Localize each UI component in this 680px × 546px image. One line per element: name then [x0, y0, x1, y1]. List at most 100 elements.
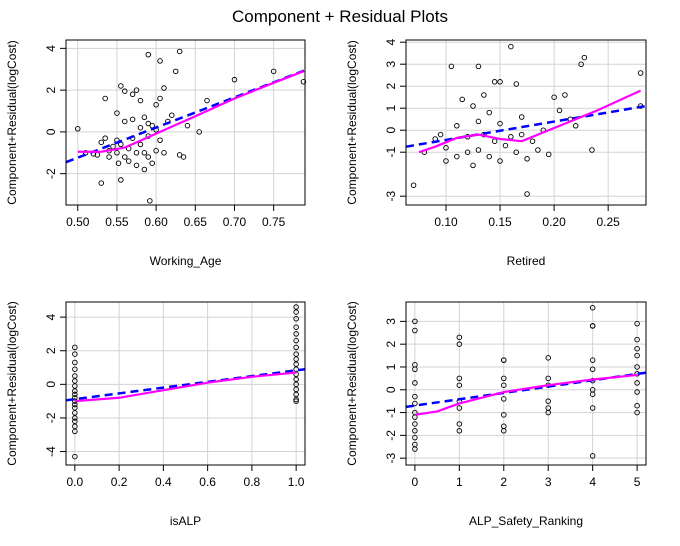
data-point — [293, 324, 299, 330]
data-point — [456, 405, 463, 411]
data-point — [129, 91, 136, 98]
data-point — [589, 405, 596, 411]
data-point — [518, 114, 525, 120]
data-point — [578, 61, 584, 67]
data-point — [110, 143, 116, 150]
data-point — [437, 131, 444, 138]
data-point — [589, 453, 596, 459]
data-point — [106, 154, 112, 160]
data-point — [456, 375, 463, 382]
data-point — [141, 114, 148, 121]
y-axis-label: Component+Residual(logCost) — [345, 301, 359, 465]
data-point — [470, 162, 476, 169]
y-tick-label: 4 — [384, 39, 398, 46]
data-point — [501, 357, 507, 363]
x-tick-label: 1 — [456, 475, 463, 489]
data-point — [475, 147, 482, 153]
data-point — [456, 341, 463, 347]
data-point — [72, 359, 78, 366]
data-point — [508, 43, 514, 50]
data-point — [176, 48, 183, 55]
data-point — [456, 334, 463, 341]
x-tick-label: 1.0 — [288, 475, 305, 489]
linear-fit-line — [65, 367, 306, 402]
data-point — [133, 150, 140, 156]
data-point — [513, 149, 520, 155]
data-point — [157, 137, 163, 144]
y-tick-label: 2 — [44, 86, 58, 93]
y-tick-label: 0 — [44, 128, 58, 135]
data-point — [486, 153, 492, 160]
data-point — [412, 434, 418, 441]
data-point — [293, 337, 299, 344]
data-point — [456, 421, 463, 427]
x-tick-label: 0.60 — [144, 215, 168, 229]
y-tick-label: 4 — [44, 45, 58, 52]
x-tick-label: 0.70 — [223, 215, 247, 229]
data-point — [412, 446, 418, 452]
y-tick-label: -2 — [44, 168, 58, 179]
y-tick-label: -4 — [44, 446, 58, 457]
figure-title: Component + Residual Plots — [232, 7, 448, 26]
x-tick-label: 4 — [589, 475, 596, 489]
x-tick-label: 0.10 — [434, 215, 458, 229]
x-axis-label: Working_Age — [150, 254, 222, 268]
data-point — [293, 331, 299, 337]
data-point — [501, 428, 507, 434]
data-point — [412, 380, 418, 386]
x-axis-label: Retired — [507, 254, 546, 268]
data-point — [72, 428, 78, 435]
data-point — [204, 97, 210, 104]
data-point — [475, 118, 482, 125]
data-point — [122, 88, 128, 94]
data-point — [545, 409, 551, 416]
data-point — [529, 138, 536, 144]
data-point — [184, 122, 191, 129]
data-point — [459, 96, 465, 103]
data-point — [147, 198, 153, 204]
data-point — [412, 366, 418, 373]
y-tick-label: 2 — [44, 347, 58, 354]
data-point — [122, 154, 128, 160]
data-point — [456, 428, 463, 434]
data-point — [456, 382, 463, 388]
x-tick-label: 0.0 — [67, 475, 84, 489]
data-point — [72, 366, 78, 372]
data-point — [475, 63, 482, 70]
data-point — [634, 364, 640, 370]
x-tick-label: 0 — [412, 475, 419, 489]
data-point — [137, 124, 144, 131]
data-point — [102, 95, 108, 102]
y-axis-label: Component+Residual(logCost) — [345, 40, 359, 204]
data-point — [137, 141, 144, 148]
data-point — [118, 177, 124, 183]
data-point — [634, 345, 640, 352]
data-point — [145, 154, 152, 160]
data-point — [513, 81, 520, 87]
data-point — [501, 412, 507, 418]
data-point — [161, 85, 167, 91]
smooth-fit-line — [418, 89, 642, 154]
data-point — [589, 366, 596, 373]
data-point — [196, 129, 202, 135]
data-point — [141, 166, 148, 173]
x-tick-label: 0.65 — [184, 215, 208, 229]
smooth-fit-line — [74, 371, 297, 403]
plot-frame — [405, 39, 647, 206]
panels: 0.50 0.55 0.60 0.65 0.70 0.75-2024Working_Age… — [5, 39, 647, 528]
data-point — [634, 380, 640, 386]
data-point — [157, 95, 163, 102]
data-point — [501, 375, 507, 382]
y-tick-label: 1 — [384, 363, 398, 370]
y-tick-label: -2 — [44, 412, 58, 423]
data-point — [129, 116, 136, 123]
x-tick-label: 0.50 — [66, 215, 90, 229]
data-point — [75, 126, 81, 132]
plot-frame — [65, 301, 306, 466]
data-point — [443, 158, 449, 164]
data-point — [300, 79, 307, 85]
y-tick-label: 0 — [384, 127, 398, 134]
data-point — [122, 118, 128, 125]
data-point — [491, 138, 498, 144]
